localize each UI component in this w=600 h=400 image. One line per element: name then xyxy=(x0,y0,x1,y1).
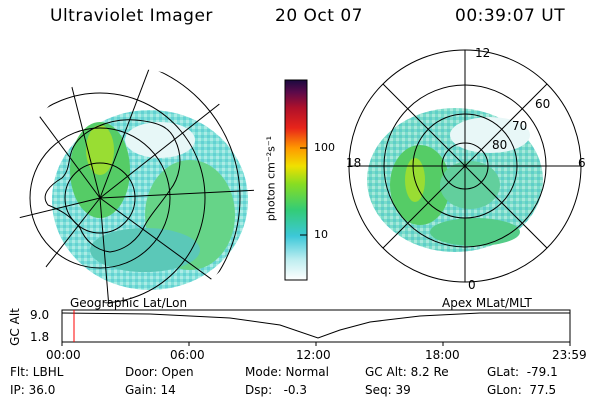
time-label: 00:39:07 UT xyxy=(455,6,566,26)
timeline-xtick-1200: 12:00 xyxy=(296,348,331,362)
timeline-ylabel: GC Alt xyxy=(7,308,22,346)
timeline-xtick-1800: 18:00 xyxy=(425,348,460,362)
left-aurora-image xyxy=(44,110,248,290)
status-glat: GLat: -79.1 xyxy=(487,365,558,379)
right-magnetic-grid xyxy=(348,49,582,283)
status-dsp: Dsp: -0.3 xyxy=(245,383,308,397)
status-glon: GLon: 77.5 xyxy=(487,383,557,397)
timeline-xtick-0000: 00:00 xyxy=(46,348,81,362)
status-ip: IP: 36.0 xyxy=(10,383,56,397)
status-gc-alt: GC Alt: 8.2 Re xyxy=(365,365,449,379)
status-door: Door: Open xyxy=(125,365,194,379)
right-panel-caption: Apex MLat/MLT xyxy=(442,296,532,310)
mlt-label-18: 18 xyxy=(346,156,362,170)
app-title: Ultraviolet Imager xyxy=(50,6,213,26)
right-aurora-image xyxy=(367,108,543,252)
mlat-label-70: 70 xyxy=(512,119,528,133)
mlt-label-6: 6 xyxy=(578,156,586,170)
status-seq: Seq: 39 xyxy=(365,383,411,397)
timeline-ytick-9: 9.0 xyxy=(30,308,50,322)
mlt-label-12: 12 xyxy=(475,46,491,60)
date-label: 20 Oct 07 xyxy=(275,6,363,26)
timeline-plot xyxy=(61,309,571,346)
status-filter: Flt: LBHL xyxy=(10,365,64,379)
status-gain: Gain: 14 xyxy=(125,383,176,397)
left-geographic-grid xyxy=(15,68,255,308)
colorbar xyxy=(284,79,308,281)
colorbar-label-10: 10 xyxy=(314,228,328,241)
timeline-ytick-1-8: 1.8 xyxy=(30,330,50,344)
colorbar-label-100: 100 xyxy=(314,141,335,154)
mlat-label-60: 60 xyxy=(535,97,551,111)
coastline xyxy=(44,119,181,253)
altitude-curve xyxy=(61,312,570,339)
timeline-xtick-2359: 23:59 xyxy=(552,348,587,362)
timeline-xtick-0600: 06:00 xyxy=(170,348,205,362)
mlt-label-0: 0 xyxy=(468,278,476,292)
colorbar-unit-label: photon cm⁻²s⁻¹ xyxy=(264,135,278,222)
mlat-label-80: 80 xyxy=(492,138,508,152)
left-panel-caption: Geographic Lat/Lon xyxy=(70,296,188,310)
status-mode: Mode: Normal xyxy=(245,365,329,379)
